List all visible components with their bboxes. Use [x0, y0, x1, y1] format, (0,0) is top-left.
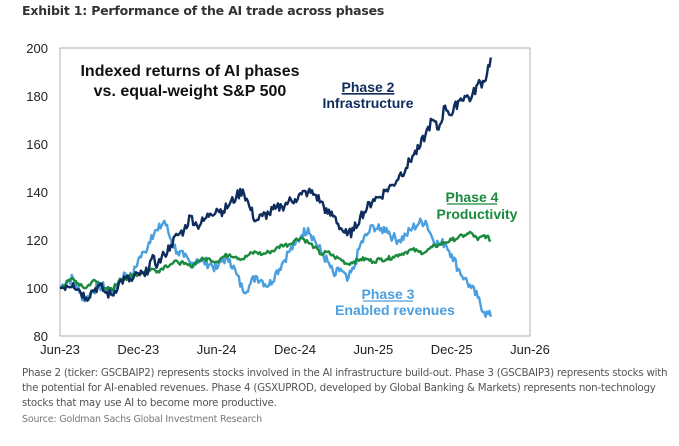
annotation-phase-2-title: Phase 2: [342, 79, 395, 95]
y-tick-label: 100: [26, 281, 48, 296]
annotation-phase-3: Phase 3 Enabled revenues: [335, 286, 455, 318]
y-tick-label: 120: [26, 233, 48, 248]
x-tick-label: Dec-24: [274, 342, 316, 357]
source-note: Source: Goldman Sachs Global Investment …: [22, 414, 263, 425]
annotation-phase-4: Phase 4 Productivity: [437, 189, 518, 222]
series-layer: [59, 57, 492, 318]
y-axis: 80 100 120 140 160 180 200: [26, 41, 48, 344]
chart: 80 100 120 140 160 180 200 Jun-23 Dec-23 Jun-24 D…: [26, 41, 550, 357]
x-tick-label: Dec-25: [431, 342, 473, 357]
y-tick-label: 80: [34, 329, 48, 344]
annotation-phase-3-title: Phase 3: [362, 286, 415, 302]
series-line-phase-2: [59, 57, 492, 302]
x-tick-label: Jun-26: [510, 342, 550, 357]
exhibit-title: Exhibit 1: Performance of the AI trade a…: [22, 3, 385, 18]
y-tick-label: 200: [26, 41, 48, 56]
chart-title-line-2: vs. equal-weight S&P 500: [94, 83, 287, 100]
plot-area: [59, 47, 531, 337]
y-tick-label: 180: [26, 89, 48, 104]
series-line-phase-3: [59, 217, 492, 318]
annotation-phase-2: Phase 2 Infrastructure: [322, 79, 413, 111]
annotation-phase-4-title: Phase 4: [446, 189, 499, 205]
plot-border: [59, 47, 531, 337]
x-tick-label: Jun-23: [40, 342, 80, 357]
annotation-phase-3-subtitle: Enabled revenues: [335, 302, 455, 318]
footnote: Phase 2 (ticker: GSCBAIP2) represents st…: [22, 367, 668, 409]
x-tick-label: Jun-25: [353, 342, 393, 357]
series-line-phase-4: [60, 230, 492, 292]
x-tick-label: Jun-24: [197, 342, 237, 357]
y-tick-label: 160: [26, 137, 48, 152]
y-tick-label: 140: [26, 185, 48, 200]
chart-title: Indexed returns of AI phases vs. equal-w…: [80, 63, 299, 100]
chart-title-line-1: Indexed returns of AI phases: [80, 63, 299, 80]
annotation-phase-4-subtitle: Productivity: [437, 206, 518, 222]
x-axis: Jun-23 Dec-23 Jun-24 Dec-24 Jun-25 Dec-25 Jun-…: [40, 342, 550, 357]
annotation-phase-2-subtitle: Infrastructure: [322, 95, 413, 111]
x-tick-label: Dec-23: [117, 342, 159, 357]
